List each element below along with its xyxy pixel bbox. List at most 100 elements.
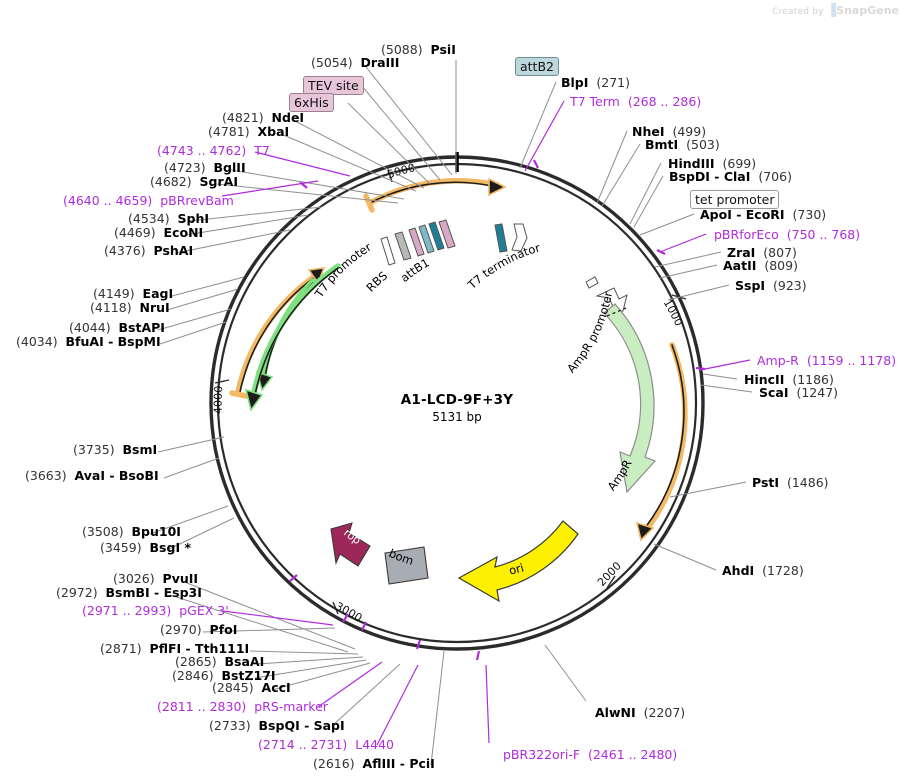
- snapgene-logo-icon: ▐: [826, 3, 837, 17]
- site-name: BspDI - ClaI: [669, 169, 751, 184]
- site-label-scai[interactable]: ScaI (1247): [759, 385, 838, 400]
- site-name: BsaAI: [224, 654, 265, 669]
- feature-tag-tet-promoter[interactable]: tet promoter: [690, 190, 780, 209]
- site-position: (1486): [786, 475, 829, 490]
- site-label-sphi[interactable]: (4534) SphI: [128, 212, 209, 226]
- site-position: (2616): [313, 756, 355, 771]
- site-position: (923): [773, 278, 807, 293]
- site-label-pfoi[interactable]: (2970) PfoI: [160, 623, 237, 637]
- site-name: NruI: [139, 300, 170, 315]
- primer-arrows: [229, 177, 688, 542]
- site-name: T7: [254, 143, 270, 158]
- site-position: (1159 .. 1178): [806, 353, 897, 368]
- site-name: EagI: [142, 286, 174, 301]
- site-label-sgrai[interactable]: (4682) SgrAI: [150, 174, 238, 189]
- snapgene-watermark: Created by ▐SnapGene: [772, 3, 899, 17]
- site-label-acci[interactable]: (2845) AccI: [212, 680, 291, 695]
- site-name: ScaI: [759, 385, 789, 400]
- site-position: (4743 .. 4762): [157, 143, 247, 158]
- watermark-prefix: Created by: [772, 7, 824, 17]
- site-position: (271): [596, 75, 630, 90]
- site-label-psii[interactable]: (5088) PsiI: [381, 42, 456, 57]
- site-position: (4034): [16, 334, 58, 349]
- site-label-sspi[interactable]: SspI (923): [735, 278, 807, 293]
- site-label-bstapi[interactable]: (4044) BstAPI: [69, 320, 165, 335]
- site-label-pshai[interactable]: (4376) PshAI: [104, 244, 193, 258]
- site-label-bfuai-bspmi[interactable]: (4034) BfuAI - BspMI: [16, 334, 161, 349]
- site-name: BstAPI: [118, 320, 165, 335]
- site-label-psti[interactable]: PstI (1486): [752, 475, 829, 490]
- site-label-l4440[interactable]: (2714 .. 2731) L4440: [258, 737, 395, 752]
- site-label-pvuii[interactable]: (3026) PvuII: [113, 572, 198, 586]
- feature-label-rbs: RBS: [363, 268, 390, 294]
- site-position: (5088): [381, 42, 423, 57]
- site-label-prs-marker[interactable]: (2811 .. 2830) pRS-marker: [157, 700, 328, 714]
- site-position: (1186): [792, 372, 834, 387]
- site-label-afliii-pcii[interactable]: (2616) AflIII - PciI: [313, 756, 435, 771]
- feature-rop: [330, 522, 371, 567]
- site-name: BsmI: [122, 442, 158, 457]
- site-position: (4781): [208, 124, 250, 139]
- site-name: NdeI: [271, 110, 305, 125]
- site-label-draiii[interactable]: (5054) DraIII: [311, 56, 399, 70]
- site-label-amp-r[interactable]: Amp-R (1159 .. 1178): [757, 353, 897, 368]
- site-label-hindiii[interactable]: HindIII (699): [668, 156, 757, 171]
- site-label-ahdi[interactable]: AhdI (1728): [722, 563, 804, 578]
- site-name: BspQI - SapI: [258, 718, 345, 733]
- feature-label-ampr-promoter: AmpR promoter: [564, 290, 615, 375]
- site-label-apoi-ecori[interactable]: ApoI - EcoRI (730): [700, 207, 827, 222]
- site-label-bstz17i[interactable]: (2846) BstZ17I: [172, 669, 276, 683]
- site-position: (1728): [762, 563, 804, 578]
- site-label-bsmbi-esp3i[interactable]: (2972) BsmBI - Esp3I: [56, 585, 202, 600]
- site-label-econi[interactable]: (4469) EcoNI: [114, 225, 203, 240]
- site-label-bspdi-clai[interactable]: BspDI - ClaI (706): [669, 169, 792, 184]
- plasmid-title-block: A1-LCD-9F+3Y 5131 bp: [357, 392, 557, 424]
- site-position: (2207): [643, 705, 686, 720]
- site-label-ndei[interactable]: (4821) NdeI: [222, 110, 305, 125]
- site-label-hincii[interactable]: HincII (1186): [744, 372, 834, 387]
- site-label-aatii[interactable]: AatII (809): [723, 258, 798, 273]
- site-label-nhei[interactable]: NheI (499): [632, 124, 707, 139]
- site-label-bsaai[interactable]: (2865) BsaAI: [175, 654, 265, 669]
- site-name: BsgI *: [149, 540, 191, 555]
- site-position: (4682): [150, 174, 192, 189]
- site-label-avai-bsobi[interactable]: (3663) AvaI - BsoBI: [25, 469, 159, 483]
- site-position: (809): [764, 258, 798, 273]
- site-label-xbai[interactable]: (4781) XbaI: [208, 124, 289, 139]
- site-label-pbrforeco[interactable]: pBRforEco (750 .. 768): [714, 228, 860, 242]
- site-label-bsgi[interactable]: (3459) BsgI *: [100, 540, 191, 555]
- site-position: (503): [686, 137, 720, 152]
- site-name: AhdI: [722, 563, 755, 578]
- plasmid-size: 5131 bp: [432, 410, 482, 424]
- site-name: BsmBI - Esp3I: [105, 585, 202, 600]
- watermark-brand: SnapGene: [836, 4, 899, 17]
- site-label-pbrrevbam[interactable]: (4640 .. 4659) pBRrevBam: [63, 194, 234, 208]
- feature-tag-attb2[interactable]: attB2: [515, 57, 559, 76]
- site-label-bsmi[interactable]: (3735) BsmI: [73, 442, 158, 457]
- site-label-t7-primer[interactable]: (4743 .. 4762) T7: [157, 143, 270, 158]
- site-name: AflIII - PciI: [362, 756, 435, 771]
- site-label-blpi[interactable]: BlpI (271): [561, 75, 630, 90]
- site-name: pGEX 3': [179, 603, 229, 618]
- site-label-nrui[interactable]: (4118) NruI: [90, 300, 170, 315]
- site-position: (730): [792, 207, 827, 222]
- feature-tag-6xhis[interactable]: 6xHis: [289, 93, 334, 112]
- site-position: (499): [672, 124, 707, 139]
- site-label-eagi[interactable]: (4149) EagI: [93, 286, 174, 301]
- site-label-t7-term[interactable]: T7 Term (268 .. 286): [570, 95, 701, 109]
- site-position: (4723): [164, 160, 206, 175]
- site-position: (2871): [100, 641, 142, 656]
- site-label-bmti[interactable]: BmtI (503): [645, 137, 720, 152]
- site-label-bpu10i[interactable]: (3508) Bpu10I: [82, 525, 181, 539]
- site-label-bglii[interactable]: (4723) BglII: [164, 160, 246, 175]
- site-position: (2845): [212, 680, 254, 695]
- site-name: L4440: [355, 737, 395, 752]
- site-label-bspqi-sapi[interactable]: (2733) BspQI - SapI: [209, 718, 345, 733]
- site-label-pbr322ori-f[interactable]: pBR322ori-F (2461 .. 2480): [503, 748, 677, 762]
- site-label-pgex3[interactable]: (2971 .. 2993) pGEX 3': [82, 603, 229, 618]
- site-label-zrai[interactable]: ZraI (807): [727, 246, 797, 260]
- site-position: (4469): [114, 225, 156, 240]
- site-position: (699): [722, 156, 757, 171]
- site-label-alwni[interactable]: AlwNI (2207): [595, 705, 686, 720]
- site-label-pflfi-tth[interactable]: (2871) PflFI - Tth111I: [100, 641, 249, 656]
